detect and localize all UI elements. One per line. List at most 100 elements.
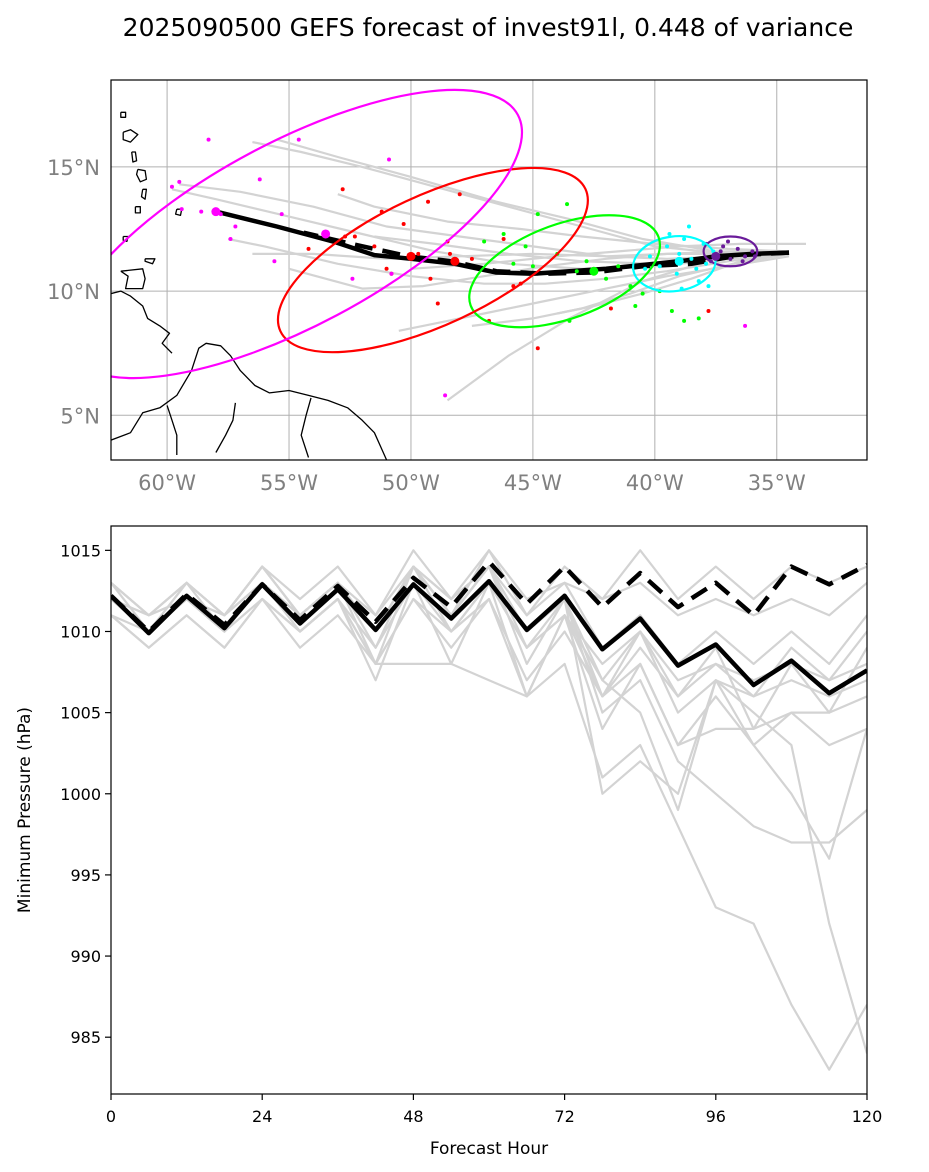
x-tick-label: 120	[852, 1107, 883, 1126]
member-point-day3	[565, 202, 570, 207]
member-point-day3	[584, 259, 589, 264]
y-tick-label: 1010	[60, 622, 101, 641]
member-point-day2	[696, 279, 701, 284]
member-point-day1	[750, 249, 755, 254]
x-tick-label: 0	[106, 1107, 116, 1126]
member-point-day3	[535, 212, 540, 217]
member-point-day4	[511, 284, 516, 289]
pressure-ensemble-line	[111, 565, 867, 666]
member-point-day5	[389, 271, 394, 276]
map-tick-labels: 60°W 55°W 50°W 45°W 40°W 35°W 5°N 10°N 15°N	[47, 156, 806, 495]
member-point-day2	[689, 256, 694, 261]
mean-tracks	[215, 209, 790, 276]
member-point-day3	[696, 316, 701, 321]
ensemble-track	[252, 250, 789, 260]
member-point-day2	[665, 244, 670, 249]
member-point-day5	[206, 137, 211, 142]
member-point-day3	[682, 318, 687, 323]
member-point-day3	[511, 261, 516, 266]
member-point-day4	[608, 306, 613, 311]
member-point-day3	[530, 264, 535, 269]
mean-marker-day4	[450, 256, 460, 266]
pressure-mean-line-solid	[111, 578, 867, 696]
ensemble-track	[337, 193, 790, 253]
coastline-tobago	[144, 258, 156, 265]
member-point-day4	[340, 187, 345, 192]
member-point-day3	[640, 291, 645, 296]
member-point-day2	[657, 264, 662, 269]
mean-marker-day2	[674, 256, 684, 266]
ensemble-track	[410, 242, 806, 270]
coastline-grenada	[122, 235, 129, 243]
coastline-river-guyana	[166, 405, 178, 455]
y-tick-label: 1000	[60, 785, 101, 804]
mean-position-markers	[211, 207, 721, 276]
member-point-day5	[350, 276, 355, 281]
member-point-day1	[721, 244, 726, 249]
member-point-day3	[501, 231, 506, 236]
map-lon-tick-label: 50°W	[382, 471, 440, 495]
y-tick-label: 1015	[60, 541, 101, 560]
member-point-day4	[384, 266, 389, 271]
coastline-martinique	[135, 168, 148, 183]
member-point-day5	[279, 212, 284, 217]
member-point-day4	[501, 236, 506, 241]
member-point-day4	[372, 244, 377, 249]
member-point-day2	[674, 271, 679, 276]
member-point-day5	[272, 259, 277, 264]
mean-marker-day5	[321, 229, 331, 239]
coastline-dominica	[131, 151, 138, 163]
member-point-day5	[257, 177, 262, 182]
x-tick-label: 24	[252, 1107, 272, 1126]
coastline-trinidad	[120, 268, 146, 290]
pressure-plot-background	[111, 526, 867, 1094]
map-lon-tick-label: 55°W	[260, 471, 318, 495]
coastline-antigua	[120, 111, 127, 118]
member-point-day1	[728, 256, 733, 261]
member-point-day5	[169, 184, 174, 189]
map-coastlines	[111, 111, 388, 460]
member-point-day2	[686, 224, 691, 229]
pressure-ensemble-line	[111, 597, 867, 1071]
mean-marker-day1	[711, 251, 721, 261]
mean-marker-day4	[406, 251, 416, 261]
x-tick-label: 48	[403, 1107, 423, 1126]
map-lat-tick-label: 5°N	[60, 404, 100, 428]
member-point-day4	[535, 346, 540, 351]
member-point-day2	[643, 266, 648, 271]
member-point-day5	[233, 224, 238, 229]
x-tick-label: 96	[706, 1107, 726, 1126]
ensemble-track	[227, 237, 790, 285]
ellipse-day4	[276, 166, 589, 354]
member-point-day2	[682, 236, 687, 241]
member-point-day5	[743, 323, 748, 328]
mean-marker-day3	[589, 266, 599, 276]
member-point-day5	[228, 236, 233, 241]
member-point-day4	[416, 251, 421, 256]
member-point-day4	[457, 192, 462, 197]
coastline-river-fg	[300, 397, 312, 458]
ellipse-day5	[111, 88, 524, 380]
coastline-guadeloupe	[122, 129, 139, 143]
pressure-mean-lines	[111, 559, 867, 696]
y-tick-label: 995	[70, 866, 101, 885]
coastline-st-lucia	[140, 188, 148, 200]
member-point-day4	[469, 256, 474, 261]
member-point-day1	[743, 254, 748, 259]
member-point-day3	[616, 264, 621, 269]
member-point-day2	[647, 254, 652, 259]
pressure-ticks: 0 24 48 72 96 120 985 990 995 1000 1005 1010 1015	[60, 541, 882, 1126]
member-point-day5	[177, 179, 182, 184]
control-track-dashed	[303, 230, 790, 276]
member-point-day3	[604, 276, 609, 281]
member-point-day1	[740, 259, 745, 264]
map-panel: 60°W 55°W 50°W 45°W 40°W 35°W 5°N 10°N 15°N	[47, 79, 868, 495]
member-point-day4	[447, 251, 452, 256]
member-point-day2	[706, 284, 711, 289]
map-lon-tick-label: 35°W	[748, 471, 806, 495]
map-lat-tick-label: 10°N	[47, 280, 100, 304]
coastline-venezuela	[111, 290, 173, 354]
member-point-day5	[296, 137, 301, 142]
ellipse-day1	[702, 235, 759, 268]
